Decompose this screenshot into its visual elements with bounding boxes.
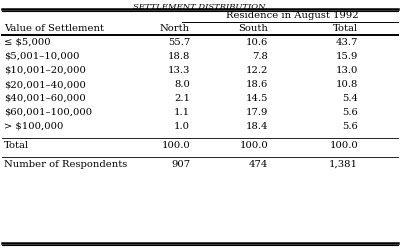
Text: 5.6: 5.6 — [342, 108, 358, 117]
Text: 7.8: 7.8 — [252, 52, 268, 61]
Text: Number of Respondents: Number of Respondents — [4, 160, 127, 169]
Text: > $100,000: > $100,000 — [4, 122, 63, 131]
Text: ≤ $5,000: ≤ $5,000 — [4, 38, 51, 47]
Text: 18.6: 18.6 — [246, 80, 268, 89]
Text: 1,381: 1,381 — [329, 160, 358, 169]
Text: 13.3: 13.3 — [168, 66, 190, 75]
Text: SETTLEMENT DISTRIBUTION,: SETTLEMENT DISTRIBUTION, — [133, 2, 267, 10]
Text: 17.9: 17.9 — [246, 108, 268, 117]
Text: 14.5: 14.5 — [246, 94, 268, 103]
Text: 100.0: 100.0 — [161, 141, 190, 150]
Text: $60,001–100,000: $60,001–100,000 — [4, 108, 92, 117]
Text: 13.0: 13.0 — [336, 66, 358, 75]
Text: South: South — [238, 24, 268, 33]
Text: Value of Settlement: Value of Settlement — [4, 24, 104, 33]
Text: 18.4: 18.4 — [246, 122, 268, 131]
Text: 100.0: 100.0 — [329, 141, 358, 150]
Text: 55.7: 55.7 — [168, 38, 190, 47]
Text: 43.7: 43.7 — [336, 38, 358, 47]
Text: 10.6: 10.6 — [246, 38, 268, 47]
Text: 10.8: 10.8 — [336, 80, 358, 89]
Text: $5,001–10,000: $5,001–10,000 — [4, 52, 80, 61]
Text: Total: Total — [333, 24, 358, 33]
Text: $10,001–20,000: $10,001–20,000 — [4, 66, 86, 75]
Text: 18.8: 18.8 — [168, 52, 190, 61]
Text: 12.2: 12.2 — [246, 66, 268, 75]
Text: 8.0: 8.0 — [174, 80, 190, 89]
Text: 100.0: 100.0 — [239, 141, 268, 150]
Text: 2.1: 2.1 — [174, 94, 190, 103]
Text: 474: 474 — [249, 160, 268, 169]
Text: 5.6: 5.6 — [342, 122, 358, 131]
Text: $20,001–40,000: $20,001–40,000 — [4, 80, 86, 89]
Text: Total: Total — [4, 141, 29, 150]
Text: $40,001–60,000: $40,001–60,000 — [4, 94, 86, 103]
Text: Residence in August 1992: Residence in August 1992 — [226, 11, 358, 20]
Text: 907: 907 — [171, 160, 190, 169]
Text: 1.0: 1.0 — [174, 122, 190, 131]
Text: North: North — [160, 24, 190, 33]
Text: 15.9: 15.9 — [336, 52, 358, 61]
Text: 5.4: 5.4 — [342, 94, 358, 103]
Text: 1.1: 1.1 — [174, 108, 190, 117]
